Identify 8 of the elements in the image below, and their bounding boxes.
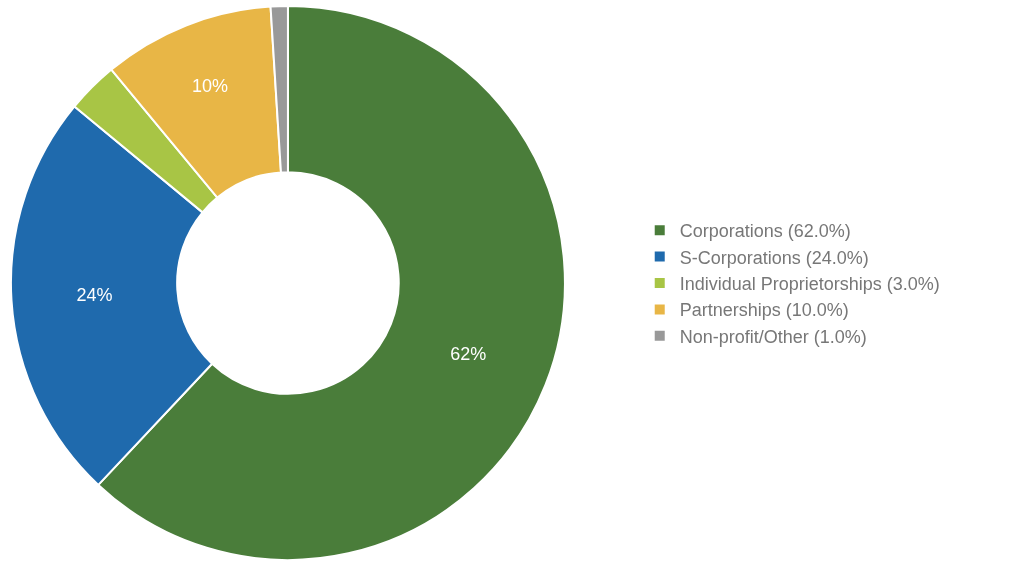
legend-label: S-Corporations (24.0%) [679,247,869,268]
legend-label: Non-profit/Other (1.0%) [679,326,867,347]
data-label: 24% [76,285,113,306]
legend-label: Partnerships (10.0%) [679,300,849,321]
data-label: 10% [192,76,229,97]
legend-label: Corporations (62.0%) [679,221,851,242]
data-label: 62% [450,344,487,365]
legend-label: Individual Proprietorships (3.0%) [679,274,940,295]
